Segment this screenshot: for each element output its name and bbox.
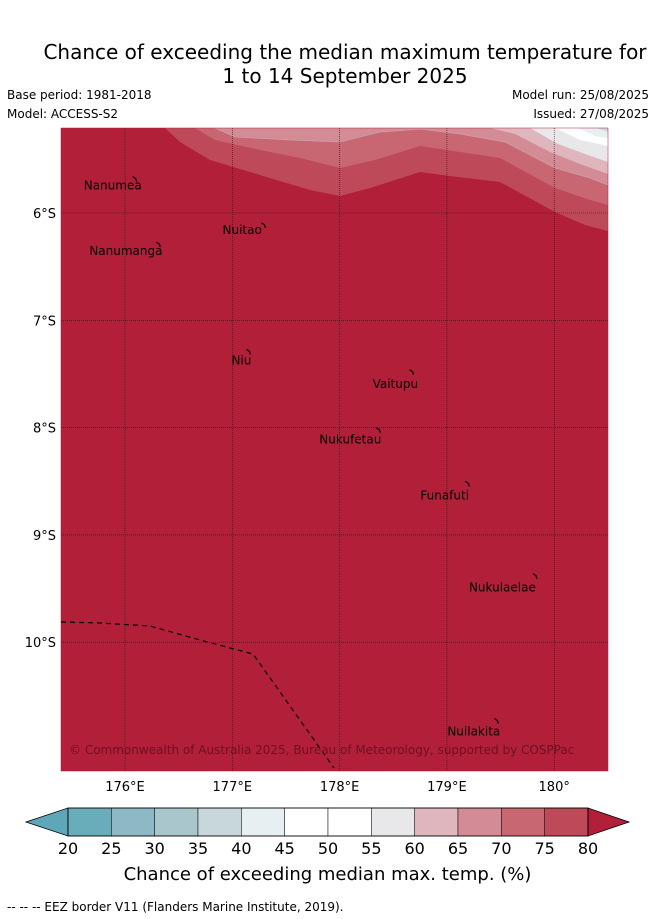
colorbar-swatch xyxy=(327,807,372,837)
base-period: Base period: 1981-2018 xyxy=(7,88,152,102)
island-outline xyxy=(409,369,415,375)
eez-footnote: -- -- -- EEZ border V11 (Flanders Marine… xyxy=(7,900,344,914)
colorbar-swatch xyxy=(457,807,502,837)
colorbar-tick-label: 35 xyxy=(188,839,208,858)
colorbar-tick-label: 20 xyxy=(58,839,78,858)
island-outline xyxy=(246,348,252,355)
title-line-2: 1 to 14 September 2025 xyxy=(222,64,468,88)
lon-tick-label: 178°E xyxy=(320,780,360,795)
colorbar-swatch xyxy=(197,807,242,837)
island-label: Niu xyxy=(231,353,251,367)
island-label: Nukulaelae xyxy=(469,581,536,595)
issued-date: Issued: 27/08/2025 xyxy=(533,107,649,121)
island-outline xyxy=(375,427,381,433)
colorbar-tick-label: 55 xyxy=(361,839,381,858)
lat-tick-label: 8°S xyxy=(33,422,56,437)
island-label: Nukufetau xyxy=(319,433,381,447)
island-nanumea: Nanumea xyxy=(84,176,142,193)
island-label: Funafuti xyxy=(420,488,469,502)
colorbar-tick-label: 40 xyxy=(231,839,251,858)
lat-tick-label: 6°S xyxy=(33,207,56,222)
colorbar-swatch xyxy=(241,807,285,837)
colorbar-under-arrow xyxy=(24,807,69,837)
island-niu: Niu xyxy=(231,348,252,367)
colorbar-tick-label: 45 xyxy=(274,839,294,858)
model-run: Model run: 25/08/2025 xyxy=(511,88,649,102)
colorbar-swatch xyxy=(284,807,329,837)
island-outline xyxy=(156,241,161,248)
island-label: Vaitupu xyxy=(373,377,419,391)
islands-layer: Nanumea Nuitao Nanumanga Niu Vaitupu Nukufeta… xyxy=(84,176,538,739)
colorbar-swatch xyxy=(371,807,415,837)
colorbar-tick-label: 25 xyxy=(101,839,121,858)
island-outline xyxy=(261,222,267,228)
colorbar-tick-label: 70 xyxy=(491,839,511,858)
island-nuitao: Nuitao xyxy=(222,222,267,237)
colorbar-tick-label: 75 xyxy=(534,839,554,858)
map: Nanumea Nuitao Nanumanga Niu Vaitupu Nukufeta… xyxy=(25,127,609,795)
map-title: Chance of exceeding the median maximum t… xyxy=(0,40,655,88)
colorbar-tick-label: 80 xyxy=(578,839,598,858)
lon-tick-label: 177°E xyxy=(213,780,253,795)
colorbar-tick-label: 30 xyxy=(144,839,164,858)
island-label: Nanumanga xyxy=(89,244,162,258)
island-outline xyxy=(465,480,470,487)
copyright-notice: © Commonwealth of Australia 2025, Bureau… xyxy=(69,743,574,757)
eez-border-line xyxy=(60,621,335,769)
island-label: Nanumea xyxy=(84,179,142,193)
model-name: Model: ACCESS-S2 xyxy=(7,107,119,121)
colorbar-swatch xyxy=(154,807,199,837)
colorbar-swatch xyxy=(501,807,545,837)
colorbar-tick-label: 50 xyxy=(318,839,338,858)
island-outline xyxy=(132,176,138,182)
colorbar-swatch xyxy=(111,807,155,837)
axis-tick-labels: 6°S 7°S 8°S 9°S 10°S 176°E 177°E 178°E 179°E 180° xyxy=(25,207,570,795)
lon-tick-label: 179°E xyxy=(427,780,467,795)
island-vaitupu: Vaitupu xyxy=(373,369,419,391)
island-label: Nuilakita xyxy=(447,725,500,739)
lat-tick-label: 10°S xyxy=(25,636,56,651)
colorbar-swatch xyxy=(67,807,112,837)
colorbar-swatch xyxy=(544,807,589,837)
lon-tick-label: 176°E xyxy=(105,780,145,795)
island-nuilakita: Nuilakita xyxy=(447,718,500,739)
island-nukulaelae: Nukulaelae xyxy=(469,573,538,595)
lat-tick-label: 7°S xyxy=(33,314,56,329)
island-funafuti: Funafuti xyxy=(420,480,470,502)
title-line-1: Chance of exceeding the median maximum t… xyxy=(43,40,647,64)
island-nukufetau: Nukufetau xyxy=(319,427,381,447)
probability-field xyxy=(61,128,608,771)
island-nanumanga: Nanumanga xyxy=(89,241,163,258)
island-outline xyxy=(493,718,499,724)
island-label: Nuitao xyxy=(222,223,261,237)
colorbar-swatch xyxy=(414,807,459,837)
lon-tick-label: 180° xyxy=(539,780,570,795)
lat-tick-label: 9°S xyxy=(33,529,56,544)
island-outline xyxy=(532,573,538,579)
colorbar-tick-label: 60 xyxy=(404,839,424,858)
colorbar-over-arrow xyxy=(587,807,631,837)
colorbar-tick-label: 65 xyxy=(448,839,468,858)
colorbar-label: Chance of exceeding median max. temp. (%… xyxy=(123,864,532,885)
